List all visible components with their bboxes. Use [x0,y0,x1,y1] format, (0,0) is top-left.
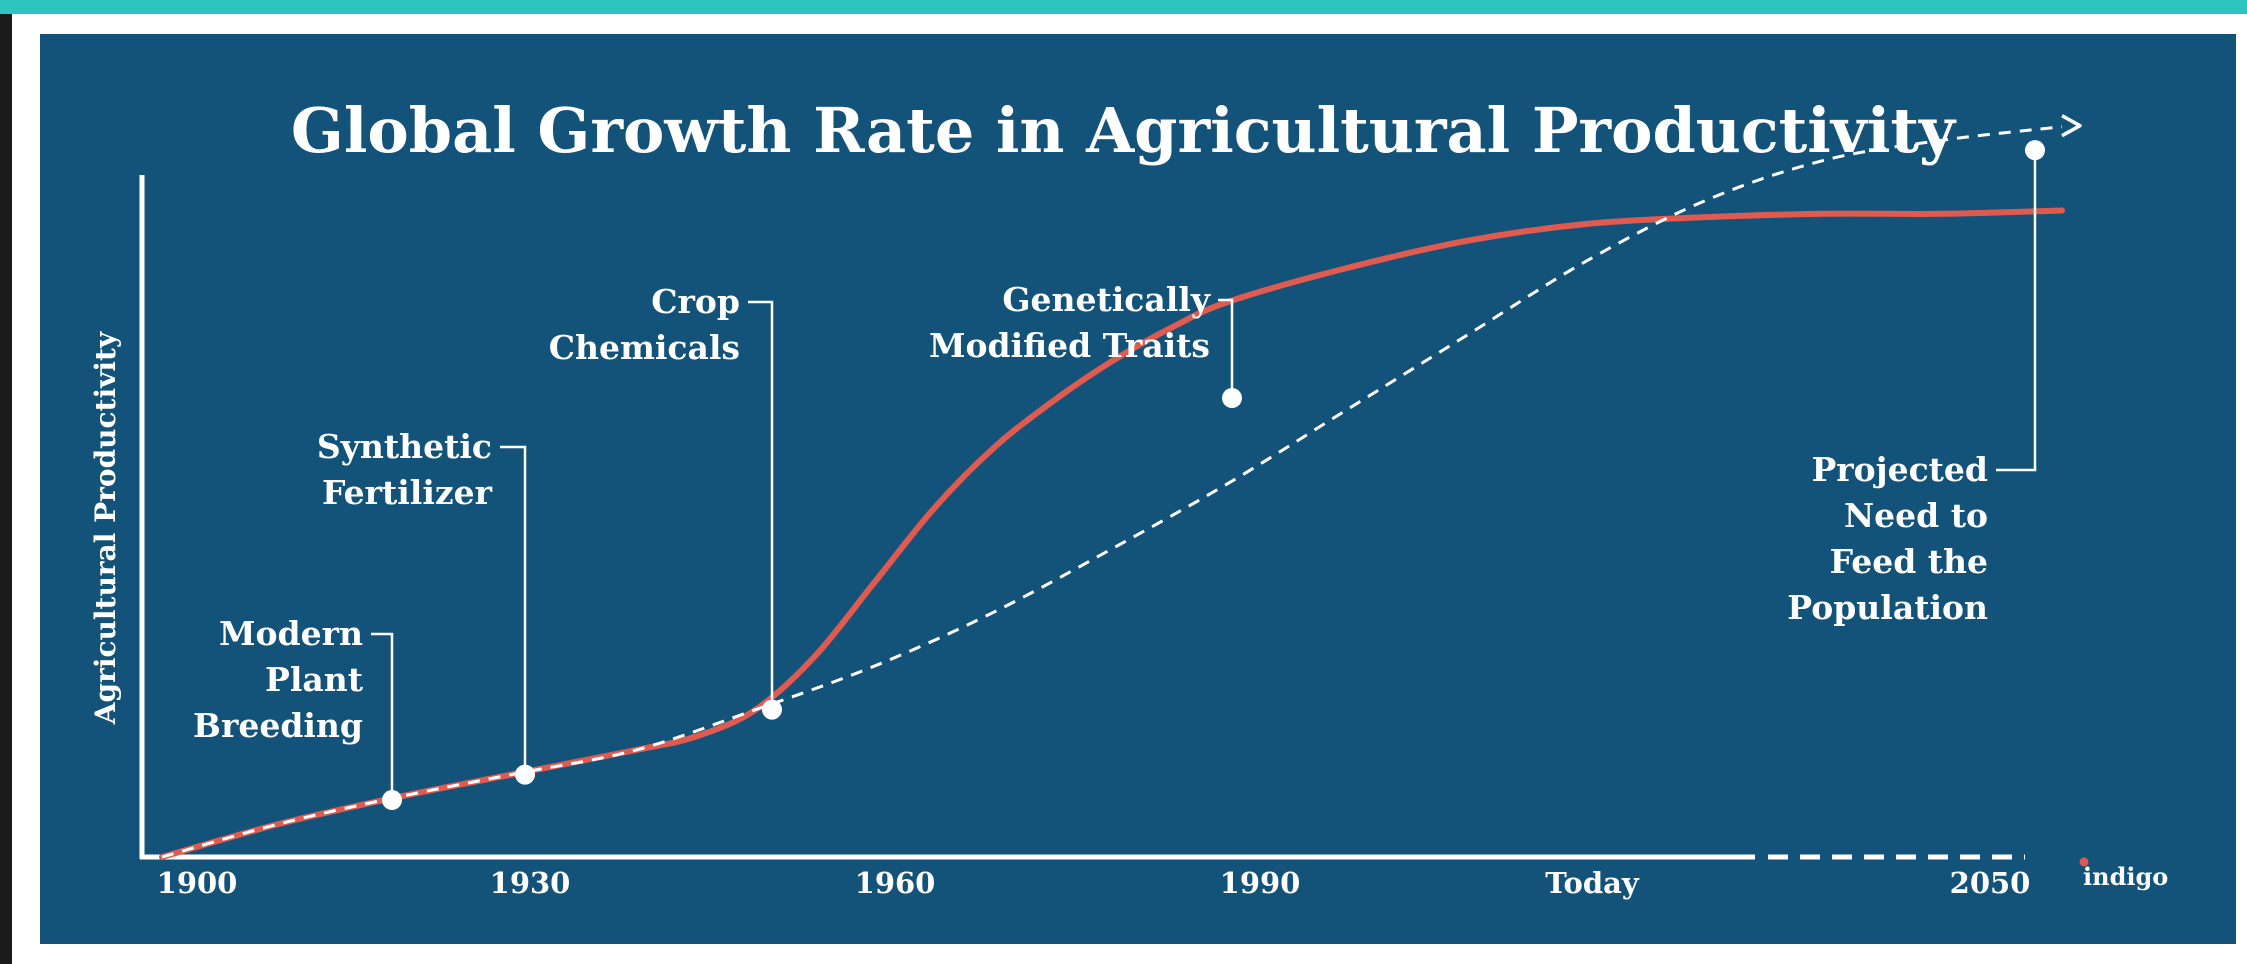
annotation-label-4-line-1: Genetically [1002,280,1210,319]
chart-title: Global Growth Rate in Agricultural Produ… [291,94,1957,167]
projected-arrow-icon [2061,114,2082,138]
annotation-label-5-line-2: Need to [1844,496,1988,535]
x-tick-label-4: 1990 [1220,866,1301,900]
annotation-label-2-line-2: Fertilizer [322,473,493,512]
x-tick-label-3: 1960 [855,866,936,900]
annotation-label-2-line-1: Synthetic [317,427,492,466]
annotation-leader-2 [500,445,527,775]
x-tick-label-2: 1930 [490,866,571,900]
annotation-label-5-line-1: Projected [1811,450,1988,489]
x-tick-label-1: 1900 [157,866,238,900]
annotation-marker-5 [2025,140,2045,161]
annotation-label-1-line-1: Modern [219,614,363,653]
series-line-projected [161,125,2063,859]
annotation-label-3-line-2: Chemicals [549,328,740,367]
annotation-leader-4 [1218,298,1234,399]
annotation-label-4-line-2: Modified Traits [929,326,1210,365]
left-frame-edge [0,14,12,964]
annotation-leader-5 [1996,150,2037,472]
x-tick-label-6: 2050 [1950,866,2031,900]
brand-dot-icon [2079,857,2089,867]
annotation-marker-2 [515,764,535,785]
annotation-leader-1 [371,632,394,801]
annotation-marker-1 [382,790,402,811]
brand-logo: indigo [2083,862,2168,891]
annotation-marker-4 [1222,388,1242,409]
y-axis-label: Agricultural Productivity [89,331,122,725]
annotation-leader-3 [748,300,774,710]
annotation-marker-3 [762,699,782,720]
annotation-label-3-line-1: Crop [651,282,740,321]
annotation-label-1-line-2: Plant [265,660,364,699]
x-tick-label-5: Today [1545,866,1640,900]
annotation-label-5-line-3: Feed the [1830,542,1988,581]
annotation-label-1-line-3: Breeding [193,706,363,745]
top-frame-band [0,0,2247,14]
annotation-label-5-line-4: Population [1787,588,1988,627]
